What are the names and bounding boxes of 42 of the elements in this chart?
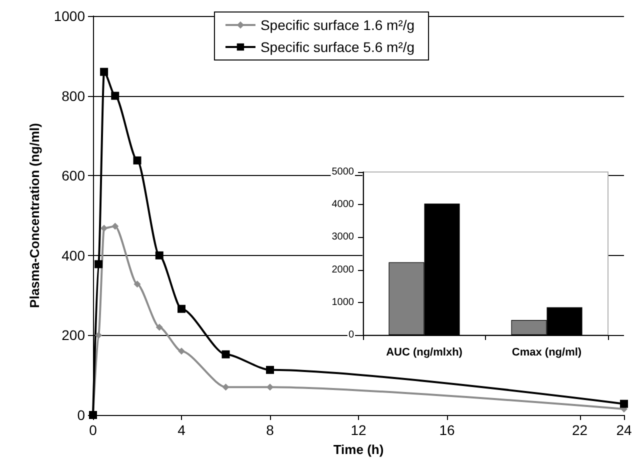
point xyxy=(100,68,108,76)
point xyxy=(134,280,141,288)
y-tick-label: 0 xyxy=(77,407,86,423)
x-tick-label: 24 xyxy=(616,422,632,438)
point xyxy=(112,222,119,230)
y-tick-label: 3000 xyxy=(332,232,354,243)
y-tick-label: 1000 xyxy=(332,296,354,308)
point xyxy=(222,350,230,358)
y-tick-label: 200 xyxy=(62,327,86,344)
x-tick-label: Cmax (ng/ml) xyxy=(512,346,582,358)
point xyxy=(155,251,164,260)
point xyxy=(266,384,274,391)
x-tick-label: 4 xyxy=(178,422,186,438)
point xyxy=(156,324,163,331)
x-tick-label: 0 xyxy=(89,422,98,438)
point xyxy=(100,224,108,232)
point xyxy=(620,400,628,408)
point xyxy=(266,366,274,374)
y-tick-label: 1000 xyxy=(54,8,86,24)
y-tick-label: 4000 xyxy=(332,199,354,210)
x-tick-label: 16 xyxy=(439,422,455,438)
x-axis-title: Time (h) xyxy=(333,442,384,457)
x-tick-label: AUC (ng/mlxh) xyxy=(386,346,463,358)
y-tick-label: 0 xyxy=(348,330,354,340)
y-tick-label: 800 xyxy=(62,88,86,104)
y-tick-label: 2000 xyxy=(332,264,354,276)
point xyxy=(178,348,185,355)
point xyxy=(95,332,102,339)
point xyxy=(222,384,230,391)
x-tick-label: 22 xyxy=(572,422,588,438)
point xyxy=(111,92,120,100)
point xyxy=(133,156,142,164)
y-tick-label: 5000 xyxy=(332,166,354,178)
x-tick-label: 8 xyxy=(266,422,274,438)
legend-label: Specific surface 5.6 m²/g xyxy=(260,39,415,55)
y-axis-title: Plasma-Concentration (ng/ml) xyxy=(27,123,42,308)
legend-label: Specific surface 1.6 m²/g xyxy=(260,17,415,33)
y-tick-label: 400 xyxy=(62,247,86,264)
x-tick-label: 12 xyxy=(350,422,366,438)
point xyxy=(178,304,186,313)
point xyxy=(94,260,103,268)
y-tick-label: 600 xyxy=(62,168,86,184)
